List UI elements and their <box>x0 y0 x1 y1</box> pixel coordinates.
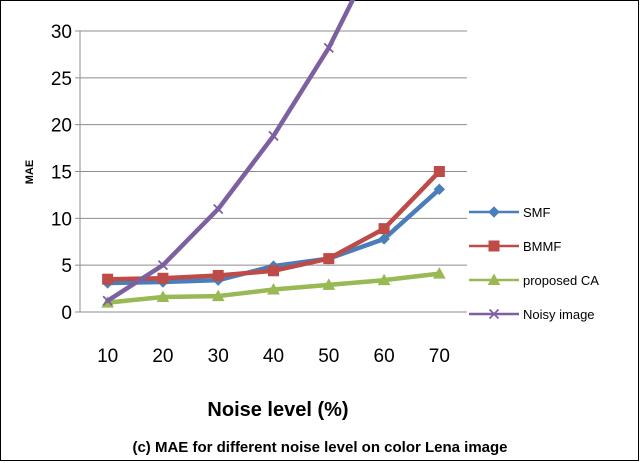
x-tick-label-40: 40 <box>263 346 284 367</box>
x-tick-label-20: 20 <box>152 346 173 367</box>
x-axis-label: Noise level (%) <box>207 399 348 421</box>
legend-item-smf: SMF <box>469 205 551 220</box>
legend: SMF BMMF proposed CA Noisy image <box>469 205 599 322</box>
data-point-bmmf-10 <box>102 273 114 285</box>
y-tick-label-5: 5 <box>61 256 72 277</box>
grid-lines <box>79 30 467 313</box>
y-tick-label-25: 25 <box>51 69 72 90</box>
legend-marker-smf <box>488 206 500 218</box>
data-point-bmmf-20 <box>157 272 169 284</box>
data-point-bmmf-70 <box>433 166 445 177</box>
y-tick-label-15: 15 <box>51 163 72 184</box>
series-noisy-image <box>102 0 356 306</box>
legend-label-smf: SMF <box>523 205 551 220</box>
data-point-noisy-image-20 <box>157 260 169 271</box>
legend-item-noisy-image: Noisy image <box>469 307 595 322</box>
data-point-proposed-ca-50 <box>322 278 336 290</box>
series-line-noisy-image <box>105 0 356 304</box>
x-tick-label-50: 50 <box>318 346 339 367</box>
y-axis-label: MAE <box>24 160 36 184</box>
data-point-noisy-image-50 <box>323 42 334 53</box>
legend-item-bmmf: BMMF <box>469 239 561 254</box>
chart-caption: (c) MAE for different noise level on col… <box>132 439 507 456</box>
data-point-smf-60 <box>378 233 390 245</box>
legend-label-proposed-ca: proposed CA <box>523 273 599 288</box>
x-tick-label-30: 30 <box>208 346 229 367</box>
x-tick-label-60: 60 <box>374 346 395 367</box>
y-tick-label-10: 10 <box>51 209 72 230</box>
data-point-bmmf-60 <box>378 223 390 235</box>
legend-marker-proposed-ca <box>487 273 501 285</box>
data-point-proposed-ca-30 <box>211 289 225 302</box>
legend-item-proposed-ca: proposed CA <box>469 273 599 288</box>
data-point-proposed-ca-40 <box>267 282 280 295</box>
series-group <box>101 0 446 308</box>
legend-label-bmmf: BMMF <box>523 239 561 254</box>
data-point-proposed-ca-70 <box>433 267 446 279</box>
x-tick-label-10: 10 <box>97 346 118 367</box>
data-point-smf-70 <box>433 183 446 196</box>
data-point-bmmf-30 <box>212 269 224 281</box>
data-point-bmmf-50 <box>323 253 335 265</box>
data-point-noisy-image-30 <box>213 203 224 215</box>
data-point-noisy-image-10 <box>102 295 113 306</box>
data-point-noisy-image-40 <box>268 130 279 142</box>
y-tick-label-0: 0 <box>61 303 72 324</box>
x-tick-label-70: 70 <box>429 346 450 367</box>
y-tick-label-20: 20 <box>51 116 72 137</box>
legend-marker-noisy-image <box>488 308 500 320</box>
series-bmmf <box>102 166 445 285</box>
y-axis-ticks: 0 5 10 15 20 25 30 <box>51 22 80 324</box>
data-point-proposed-ca-60 <box>377 273 391 286</box>
y-tick-label-30: 30 <box>51 22 72 43</box>
series-proposed-ca <box>101 267 446 308</box>
data-point-bmmf-40 <box>268 265 279 277</box>
legend-marker-bmmf <box>488 240 500 252</box>
legend-label-noisy-image: Noisy image <box>523 307 595 322</box>
x-axis-ticks: 10 20 30 40 50 60 70 <box>97 346 450 367</box>
data-point-proposed-ca-20 <box>156 290 170 303</box>
